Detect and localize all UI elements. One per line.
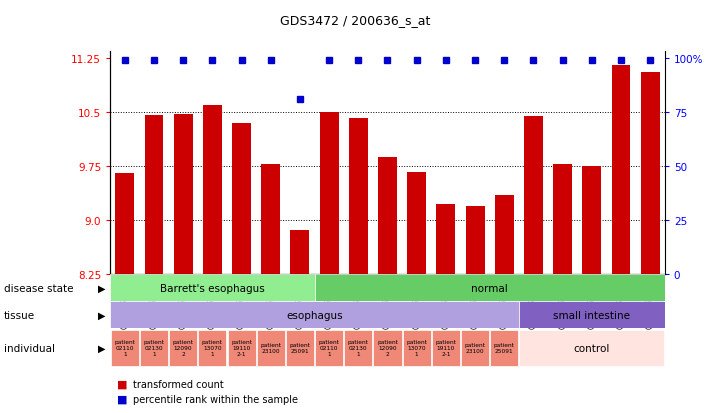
Text: esophagus: esophagus — [287, 310, 343, 320]
Bar — [519, 301, 665, 328]
Bar — [110, 275, 314, 301]
Bar — [169, 330, 197, 366]
Bar — [111, 330, 139, 366]
Bar — [520, 330, 664, 366]
Bar — [553, 164, 572, 275]
Bar — [402, 330, 431, 366]
Text: control: control — [574, 343, 610, 353]
Text: ▶: ▶ — [97, 310, 105, 320]
Bar — [320, 113, 338, 275]
Text: patient
13070
1: patient 13070 1 — [202, 339, 223, 356]
Bar — [373, 330, 402, 366]
Text: ■: ■ — [117, 394, 128, 404]
Bar — [582, 167, 602, 275]
Text: patient
23100: patient 23100 — [260, 342, 281, 354]
Bar — [466, 206, 485, 275]
Text: small intestine: small intestine — [553, 310, 631, 320]
Bar — [461, 330, 489, 366]
Text: patient
02110
1: patient 02110 1 — [114, 339, 135, 356]
Text: percentile rank within the sample: percentile rank within the sample — [133, 394, 298, 404]
Bar — [228, 330, 255, 366]
Bar — [315, 330, 343, 366]
Text: ▶: ▶ — [97, 343, 105, 353]
Text: patient
02130
1: patient 02130 1 — [144, 339, 164, 356]
Text: patient
23100: patient 23100 — [464, 342, 486, 354]
Text: patient
19110
2-1: patient 19110 2-1 — [231, 339, 252, 356]
Bar — [641, 73, 660, 275]
Bar — [611, 66, 631, 275]
Text: patient
02110
1: patient 02110 1 — [319, 339, 340, 356]
Bar — [524, 117, 543, 275]
Bar — [257, 330, 284, 366]
Bar — [286, 330, 314, 366]
Text: tissue: tissue — [4, 310, 35, 320]
Bar — [203, 106, 222, 275]
Bar — [232, 123, 251, 275]
Bar — [378, 158, 397, 275]
Text: ▶: ▶ — [97, 283, 105, 293]
Bar — [290, 230, 309, 275]
Bar — [198, 330, 226, 366]
Bar — [407, 173, 426, 275]
Text: patient
19110
2-1: patient 19110 2-1 — [435, 339, 456, 356]
Bar — [144, 116, 164, 275]
Text: ■: ■ — [117, 379, 128, 389]
Bar — [140, 330, 168, 366]
Bar — [344, 330, 373, 366]
Text: patient
12090
2: patient 12090 2 — [173, 339, 193, 356]
Text: GDS3472 / 200636_s_at: GDS3472 / 200636_s_at — [280, 14, 431, 27]
Text: disease state: disease state — [4, 283, 73, 293]
Text: patient
12090
2: patient 12090 2 — [377, 339, 398, 356]
Text: Barrett's esophagus: Barrett's esophagus — [160, 283, 264, 293]
Text: patient
25091: patient 25091 — [494, 342, 515, 354]
Bar — [349, 119, 368, 275]
Bar — [495, 195, 514, 275]
Text: normal: normal — [471, 283, 508, 293]
Bar — [437, 205, 455, 275]
Bar — [261, 164, 280, 275]
Bar — [314, 275, 665, 301]
Text: patient
02130
1: patient 02130 1 — [348, 339, 369, 356]
Bar — [432, 330, 460, 366]
Bar — [115, 174, 134, 275]
Bar — [173, 115, 193, 275]
Bar — [110, 301, 519, 328]
Text: patient
13070
1: patient 13070 1 — [406, 339, 427, 356]
Text: patient
25091: patient 25091 — [289, 342, 311, 354]
Bar — [491, 330, 518, 366]
Text: transformed count: transformed count — [133, 379, 224, 389]
Text: individual: individual — [4, 343, 55, 353]
